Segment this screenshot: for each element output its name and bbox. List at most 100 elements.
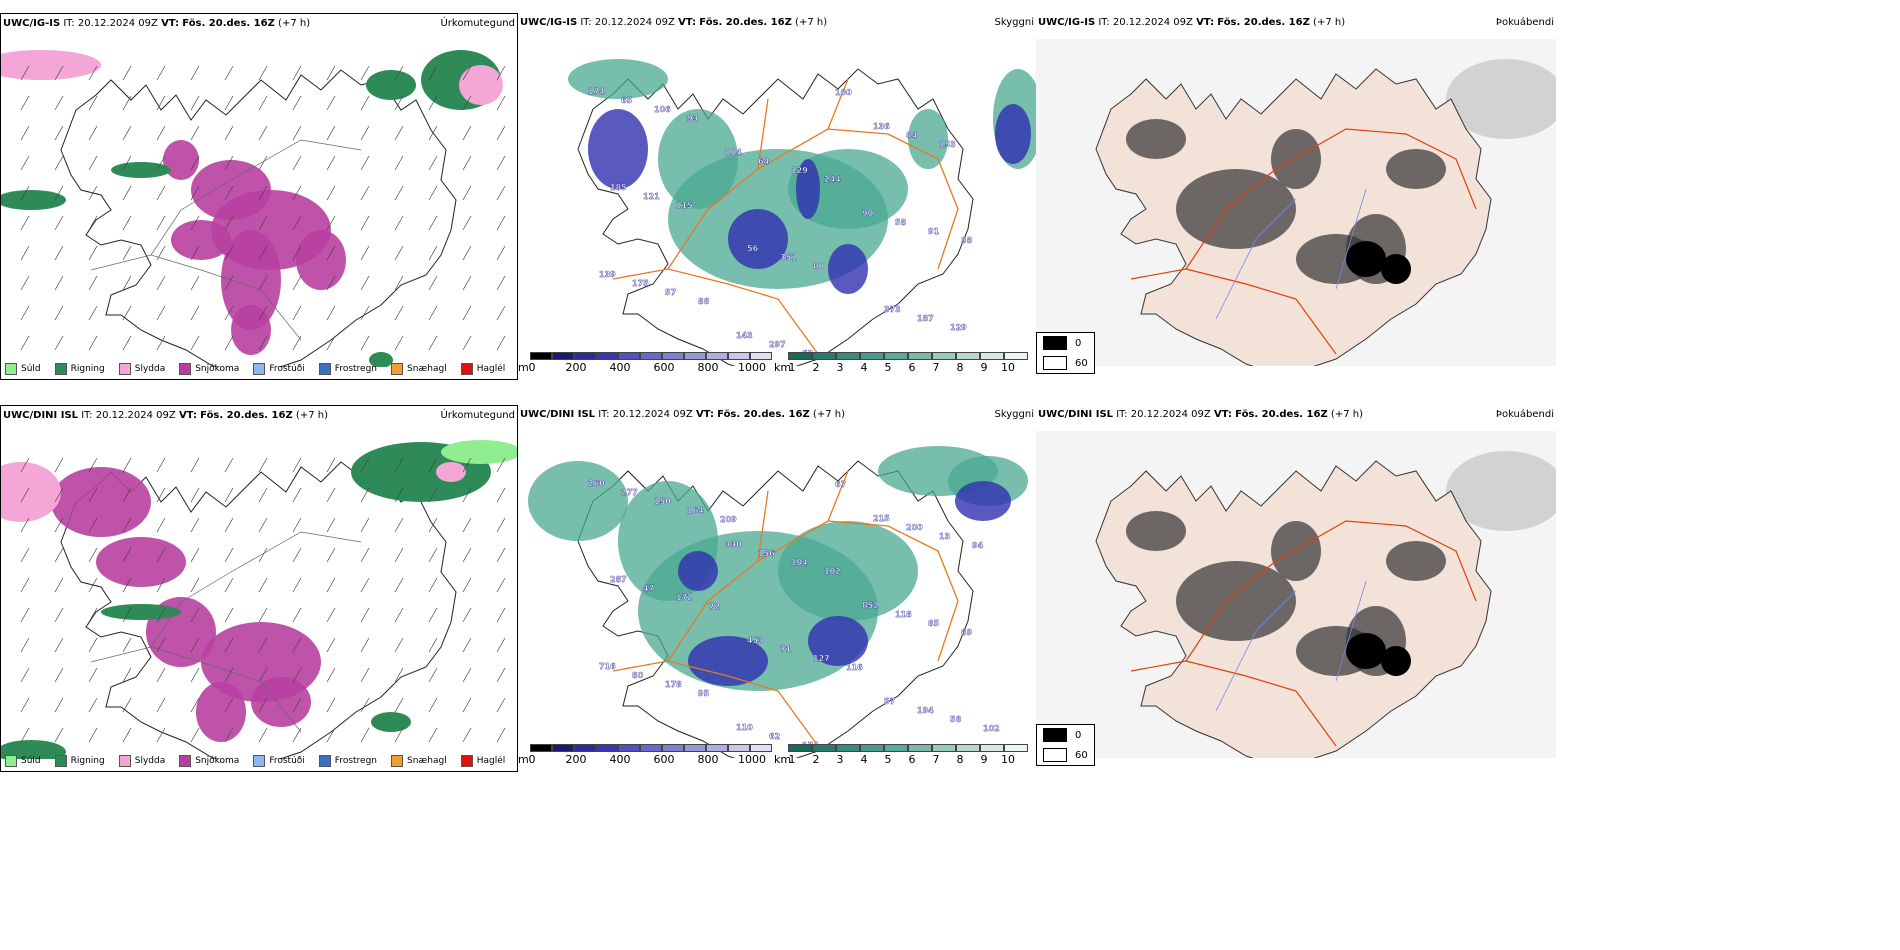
legend-label: Haglél: [476, 756, 506, 766]
road: [612, 78, 959, 355]
sleet-area: [459, 65, 503, 105]
model-name: UWC/IG-IS: [3, 18, 61, 29]
fog-legend-label: 0: [1075, 729, 1082, 741]
fog-index-legend: 0 60: [1036, 332, 1095, 374]
wind-barb: [122, 335, 132, 351]
wind-barb: [496, 697, 506, 713]
wind-barb: [88, 457, 98, 473]
sleet-area: [1, 50, 101, 80]
low-visibility-area: [788, 149, 908, 229]
ceiling-colorbar: m 0 200 400 600 800 1000: [518, 352, 772, 376]
wind-barb: [20, 637, 30, 653]
wind-barb: [326, 697, 336, 713]
model-name: UWC/IG-IS: [1038, 17, 1096, 28]
wind-barb: [496, 577, 506, 593]
dense-fog-area: [1176, 561, 1296, 641]
ceiling-tick: 1000: [738, 753, 766, 766]
wind-barb: [360, 245, 370, 261]
wind-barb: [428, 125, 438, 141]
vt-label: VT:: [1213, 409, 1232, 420]
wind-barb: [190, 667, 200, 683]
wind-barb: [88, 517, 98, 533]
wind-barb: [258, 607, 268, 623]
road: [90, 531, 362, 733]
low-ceiling-area: [828, 244, 868, 294]
sleet-area: [436, 462, 466, 482]
map-panel-1-2: UWC/DINI ISL IT: 20.12.2024 09Z VT: Fös.…: [1036, 405, 1556, 772]
wind-barb: [360, 547, 370, 563]
fog-legend-swatch: [1043, 356, 1067, 370]
fog-core: [1346, 241, 1386, 277]
wind-barb: [394, 185, 404, 201]
fog-index-legend: 0 60: [1036, 724, 1095, 766]
ceiling-label: 244: [824, 175, 841, 184]
legend-item: Frostúði: [253, 363, 305, 375]
wind-barb: [88, 65, 98, 81]
ceiling-label: 852: [862, 601, 879, 610]
ceiling-label: 84: [906, 131, 918, 140]
snow-area: [221, 230, 281, 330]
ceiling-label: 86: [698, 297, 710, 306]
colorbar-segment: [684, 744, 706, 752]
wind-barb: [496, 125, 506, 141]
ceiling-label: 287: [610, 575, 627, 584]
ceiling-label: 129: [791, 166, 808, 175]
ceiling-tick: 200: [565, 753, 587, 766]
wind-barb: [122, 125, 132, 141]
wind-barb: [156, 607, 166, 623]
it-label: IT:: [63, 18, 75, 29]
fog-core: [1381, 254, 1411, 284]
ceiling-label: 58: [895, 218, 907, 227]
wind-barb: [428, 215, 438, 231]
wind-barb: [88, 275, 98, 291]
legend-label: Frostúði: [269, 364, 305, 374]
legend-swatch: [5, 363, 17, 375]
fog-legend-row: 60: [1037, 745, 1094, 765]
wind-barb: [394, 275, 404, 291]
ceiling-unit: m: [518, 361, 529, 374]
ceiling-unit: m: [518, 753, 529, 766]
wind-barb: [360, 607, 370, 623]
wind-barb: [292, 275, 302, 291]
ceiling-tick: 200: [565, 361, 587, 374]
wind-barb: [292, 215, 302, 231]
low-ceiling-area: [688, 636, 768, 686]
fog-legend-label: 0: [1075, 337, 1082, 349]
colorbar-segment: [788, 744, 812, 752]
wind-barb: [20, 125, 30, 141]
panel-title: UWC/DINI ISL IT: 20.12.2024 09Z VT: Fös.…: [3, 410, 328, 421]
wind-barb: [428, 457, 438, 473]
colorbar-segment: [662, 352, 684, 360]
legend-item: Slydda: [118, 363, 165, 375]
low-ceiling-area: [995, 104, 1031, 164]
ceiling-tick: 400: [609, 753, 631, 766]
legend-label: Frostúði: [269, 756, 305, 766]
visibility-tick: 9: [980, 361, 988, 374]
ceiling-label: 91: [928, 227, 940, 236]
wind-barb: [292, 697, 302, 713]
colorbar-segment: [574, 744, 596, 752]
map-canvas: [1, 50, 506, 367]
legend-item: Frostregn: [318, 363, 377, 375]
map-canvas: 174 104 90 139 143 136 185 56 373 65 64 58 175 297 84 1…: [568, 59, 1036, 366]
colorbar-segment: [1004, 352, 1028, 360]
visibility-tick: 1: [788, 361, 796, 374]
ceiling-label: 94: [972, 541, 984, 550]
wind-barb: [326, 547, 336, 563]
ceiling-label: 373: [884, 305, 901, 314]
wind-barb: [224, 335, 234, 351]
panel-title: UWC/DINI ISL IT: 20.12.2024 09Z VT: Fös.…: [520, 409, 845, 420]
wind-barb: [54, 457, 64, 473]
model-name: UWC/IG-IS: [520, 17, 578, 28]
legend-label: Rigning: [70, 364, 105, 374]
ceiling-label: 57: [884, 697, 895, 706]
wind-barb: [394, 607, 404, 623]
ceiling-label: 116: [846, 663, 863, 672]
ceiling-label: 47: [643, 584, 654, 593]
legend-item: Haglél: [460, 363, 505, 375]
ceiling-label: 453: [747, 636, 764, 645]
wind-barb: [122, 305, 132, 321]
wind-barb: [428, 335, 438, 351]
wind-barb: [428, 65, 438, 81]
dense-fog-area: [1271, 129, 1321, 189]
